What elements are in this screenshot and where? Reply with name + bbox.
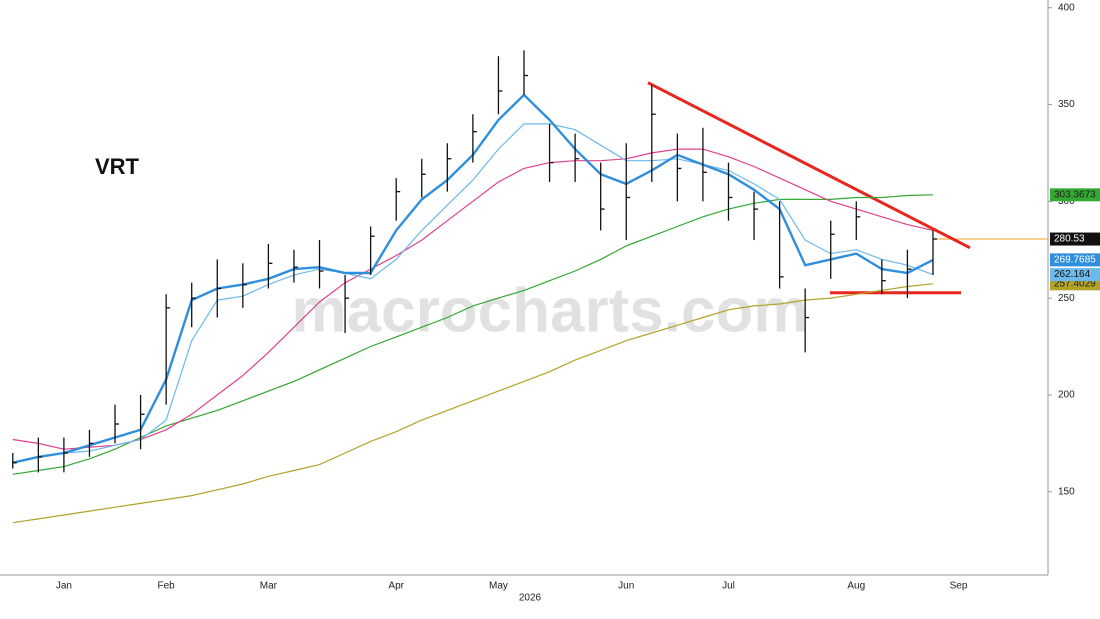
last-value-box bbox=[1050, 232, 1100, 246]
x-tick-label: Feb bbox=[158, 581, 176, 592]
moving-average-line bbox=[12, 148, 934, 450]
y-tick-label: 350 bbox=[1058, 99, 1075, 110]
y-tick-label: 250 bbox=[1058, 293, 1075, 304]
annotation-line bbox=[647, 81, 971, 250]
year-label: 2026 bbox=[519, 593, 542, 604]
y-tick-label: 400 bbox=[1058, 2, 1075, 13]
last-value-box bbox=[1050, 253, 1100, 267]
x-tick-label: Jul bbox=[722, 581, 735, 592]
y-tick-label: 150 bbox=[1058, 486, 1075, 497]
last-value-label: 280.53 bbox=[1054, 234, 1085, 245]
x-tick-label: Sep bbox=[950, 581, 968, 592]
last-value-label: 303.3673 bbox=[1054, 189, 1096, 200]
last-value-box bbox=[1050, 268, 1100, 282]
watermark: macrocharts.com bbox=[292, 276, 809, 345]
last-value-label: 262.164 bbox=[1054, 269, 1091, 280]
x-tick-label: Jun bbox=[618, 581, 634, 592]
x-tick-label: Aug bbox=[847, 581, 865, 592]
y-tick-label: 200 bbox=[1058, 390, 1075, 401]
last-value-label: 257.4029 bbox=[1054, 278, 1096, 289]
y-tick-label: 300 bbox=[1058, 196, 1075, 207]
x-tick-label: Mar bbox=[260, 581, 278, 592]
x-tick-label: Apr bbox=[388, 581, 404, 592]
moving-average-line bbox=[12, 283, 934, 524]
last-value-box bbox=[1050, 188, 1100, 202]
x-tick-label: May bbox=[489, 581, 508, 592]
x-tick-label: Jan bbox=[56, 581, 72, 592]
chart-title: VRT bbox=[95, 154, 140, 179]
moving-average-line bbox=[12, 123, 934, 464]
last-value-label: 269.7685 bbox=[1054, 255, 1096, 266]
